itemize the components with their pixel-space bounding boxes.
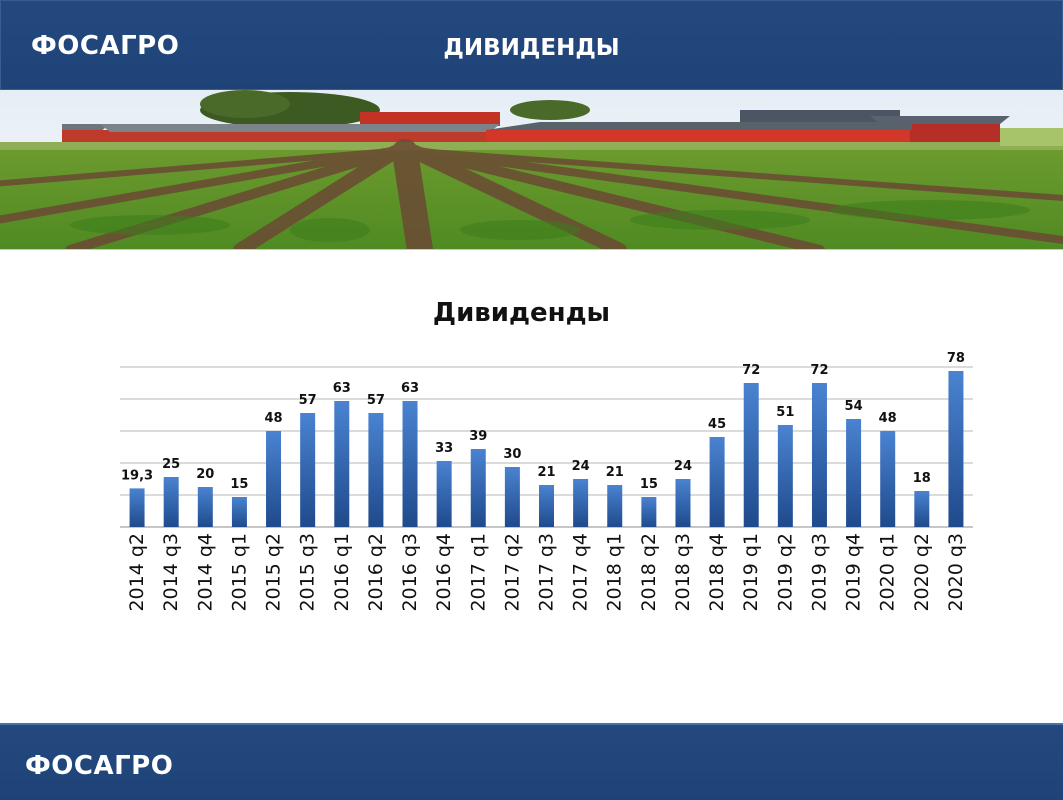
- x-tick-label: 2014 q2: [126, 533, 148, 612]
- bar: [811, 383, 827, 527]
- data-label: 57: [299, 393, 317, 408]
- bar: [573, 479, 589, 527]
- bar: [641, 497, 657, 527]
- data-label: 15: [230, 477, 248, 492]
- bar: [777, 425, 793, 527]
- bar: [368, 413, 384, 527]
- data-label: 20: [196, 467, 214, 482]
- data-label: 48: [879, 411, 897, 426]
- x-tick-label: 2015 q1: [228, 533, 250, 612]
- data-label: 78: [947, 351, 965, 366]
- x-tick-label: 2014 q4: [194, 533, 216, 612]
- x-tick-label: 2018 q2: [638, 533, 660, 612]
- bar: [880, 431, 896, 527]
- header-title: ДИВИДЕНДЫ: [443, 35, 620, 61]
- data-label: 63: [401, 381, 419, 396]
- data-label: 24: [674, 459, 692, 474]
- bar: [300, 413, 316, 527]
- bar: [402, 401, 418, 527]
- farm-field-picture: [0, 90, 1063, 249]
- header-logo: ФОСАГРО: [31, 31, 180, 61]
- data-label: 21: [537, 465, 555, 480]
- bar: [334, 401, 350, 527]
- x-tick-label: 2017 q2: [501, 533, 523, 612]
- x-tick-label: 2015 q2: [263, 533, 285, 612]
- farm-field-banner: [0, 90, 1063, 250]
- data-label: 72: [810, 363, 828, 378]
- x-tick-label: 2019 q1: [740, 533, 762, 612]
- x-tick-label: 2020 q2: [911, 533, 933, 612]
- bars: [129, 371, 964, 527]
- data-label: 19,3: [121, 468, 153, 483]
- x-tick-label: 2017 q4: [570, 533, 592, 612]
- header-bar: ФОСАГРО ДИВИДЕНДЫ: [0, 0, 1063, 90]
- bar: [743, 383, 759, 527]
- data-label: 48: [264, 411, 282, 426]
- x-tick-label: 2019 q3: [808, 533, 830, 612]
- bar: [846, 419, 862, 527]
- data-labels: 19,3 25 20 15 48 57 63 57 63 33 39 30 21 24 21 15 24 45 72…: [121, 351, 965, 492]
- data-label: 21: [606, 465, 624, 480]
- data-label: 15: [640, 477, 658, 492]
- data-label: 24: [572, 459, 590, 474]
- data-label: 45: [708, 417, 726, 432]
- bar: [231, 497, 247, 527]
- x-tick-label: 2019 q4: [843, 533, 865, 612]
- bar: [709, 437, 725, 527]
- x-tick-label: 2016 q3: [399, 533, 421, 612]
- bar: [470, 449, 486, 527]
- bar: [607, 485, 623, 527]
- x-tick-label: 2014 q3: [160, 533, 182, 612]
- footer-bar: ФОСАГРО: [0, 723, 1063, 800]
- x-tick-label: 2016 q2: [365, 533, 387, 612]
- x-tick-label: 2020 q1: [877, 533, 899, 612]
- data-label: 33: [435, 441, 453, 456]
- x-tick-label: 2018 q1: [604, 533, 626, 612]
- data-label: 30: [503, 447, 521, 462]
- data-label: 25: [162, 457, 180, 472]
- chart-title: Дивиденды: [432, 298, 611, 328]
- x-axis-tick-labels: 2014 q2 2014 q3 2014 q4 2015 q1 2015 q2 2015 …: [126, 533, 967, 612]
- x-tick-label: 2015 q3: [297, 533, 319, 612]
- dividends-bar-chart: 19,3 25 20 15 48 57 63 57 63 33 39 30 21 24 21 15 24 45 72…: [120, 351, 973, 612]
- x-tick-label: 2016 q1: [331, 533, 353, 612]
- x-tick-label: 2017 q3: [536, 533, 558, 612]
- bar: [675, 479, 691, 527]
- footer-logo: ФОСАГРО: [25, 751, 174, 781]
- x-tick-label: 2018 q4: [706, 533, 728, 612]
- bar: [129, 488, 145, 527]
- x-tick-label: 2018 q3: [672, 533, 694, 612]
- data-label: 54: [845, 399, 863, 414]
- bar: [504, 467, 520, 527]
- x-tick-label: 2020 q3: [945, 533, 967, 612]
- bar: [539, 485, 554, 527]
- bar: [266, 431, 282, 527]
- bar: [948, 371, 964, 527]
- bar: [197, 487, 213, 527]
- data-label: 51: [776, 405, 794, 420]
- data-label: 72: [742, 363, 760, 378]
- data-label: 18: [913, 471, 931, 486]
- bar: [914, 491, 930, 527]
- x-tick-label: 2019 q2: [774, 533, 796, 612]
- x-tick-label: 2017 q1: [467, 533, 489, 612]
- bar: [436, 461, 452, 527]
- bar: [163, 477, 179, 527]
- data-label: 39: [469, 429, 487, 444]
- data-label: 63: [333, 381, 351, 396]
- data-label: 57: [367, 393, 385, 408]
- x-tick-label: 2016 q4: [433, 533, 455, 612]
